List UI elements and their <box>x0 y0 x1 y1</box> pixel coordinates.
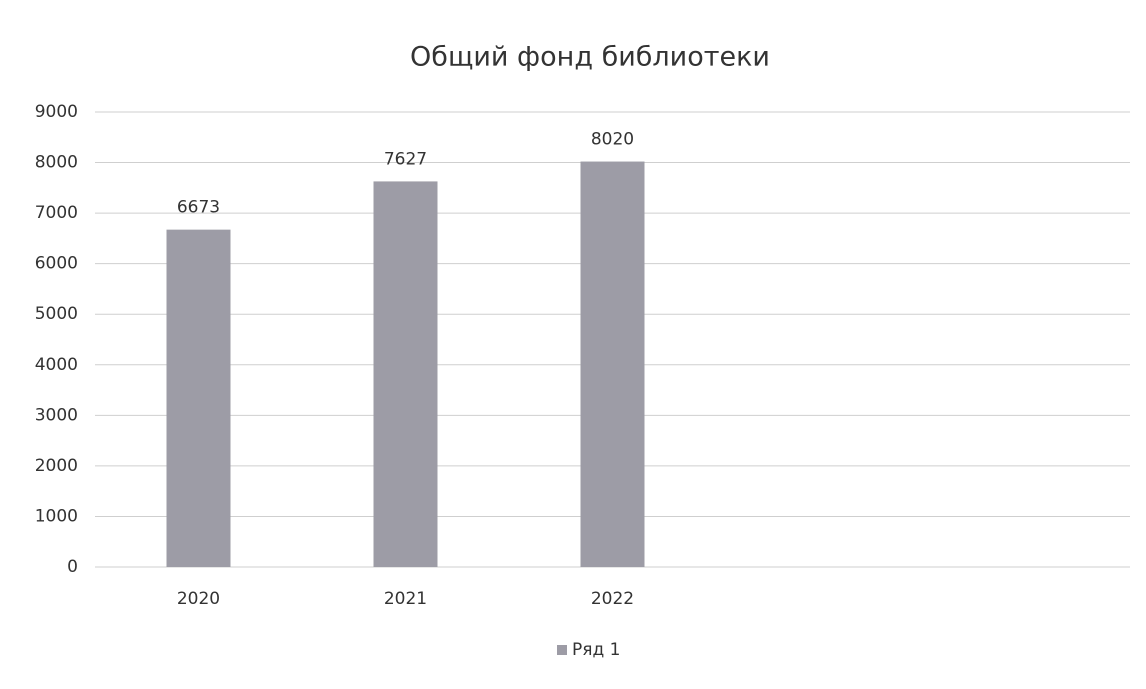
data-label: 8020 <box>591 130 634 150</box>
y-tick-label: 8000 <box>35 153 78 173</box>
data-label: 7627 <box>384 149 427 169</box>
y-tick-label: 3000 <box>35 405 78 425</box>
bar <box>373 181 438 567</box>
y-tick-label: 9000 <box>35 102 78 122</box>
y-tick-label: 1000 <box>35 506 78 526</box>
x-tick-label: 2020 <box>177 589 220 609</box>
chart-title: Общий фонд библиотеки <box>410 42 770 73</box>
bar <box>580 161 645 568</box>
y-tick-label: 2000 <box>35 456 78 476</box>
legend-label: Ряд 1 <box>572 640 620 660</box>
bar <box>166 229 231 568</box>
y-tick-label: 4000 <box>35 355 78 375</box>
x-tick-label: 2021 <box>384 589 427 609</box>
x-tick-label: 2022 <box>591 589 634 609</box>
y-tick-label: 7000 <box>35 203 78 223</box>
data-label: 6673 <box>177 198 220 218</box>
y-tick-label: 0 <box>67 557 78 577</box>
y-tick-label: 5000 <box>35 304 78 324</box>
y-tick-label: 6000 <box>35 254 78 274</box>
legend-swatch <box>557 645 567 655</box>
